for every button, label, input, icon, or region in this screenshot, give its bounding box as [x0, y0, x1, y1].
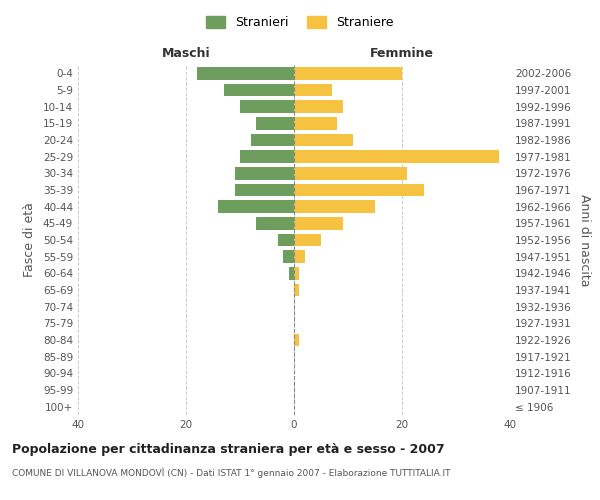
Bar: [235, 167, 294, 179]
Text: Femmine: Femmine: [370, 47, 434, 60]
Bar: [294, 117, 337, 130]
Bar: [294, 200, 375, 213]
Bar: [294, 134, 353, 146]
Bar: [240, 100, 294, 113]
Legend: Stranieri, Straniere: Stranieri, Straniere: [202, 11, 398, 34]
Bar: [283, 250, 294, 263]
Bar: [278, 234, 294, 246]
Bar: [235, 184, 294, 196]
Bar: [197, 67, 294, 80]
Text: COMUNE DI VILLANOVA MONDOVÌ (CN) - Dati ISTAT 1° gennaio 2007 - Elaborazione TUT: COMUNE DI VILLANOVA MONDOVÌ (CN) - Dati …: [12, 468, 451, 478]
Bar: [294, 284, 299, 296]
Bar: [294, 84, 332, 96]
Y-axis label: Fasce di età: Fasce di età: [23, 202, 36, 278]
Bar: [224, 84, 294, 96]
Bar: [218, 200, 294, 213]
Bar: [251, 134, 294, 146]
Text: Maschi: Maschi: [161, 47, 211, 60]
Bar: [294, 217, 343, 230]
Bar: [256, 217, 294, 230]
Bar: [256, 117, 294, 130]
Bar: [294, 234, 321, 246]
Bar: [294, 100, 343, 113]
Bar: [294, 334, 299, 346]
Bar: [240, 150, 294, 163]
Y-axis label: Anni di nascita: Anni di nascita: [578, 194, 591, 286]
Bar: [294, 250, 305, 263]
Bar: [294, 184, 424, 196]
Bar: [294, 150, 499, 163]
Bar: [294, 67, 402, 80]
Text: Popolazione per cittadinanza straniera per età e sesso - 2007: Popolazione per cittadinanza straniera p…: [12, 442, 445, 456]
Bar: [289, 267, 294, 280]
Bar: [294, 267, 299, 280]
Bar: [294, 167, 407, 179]
